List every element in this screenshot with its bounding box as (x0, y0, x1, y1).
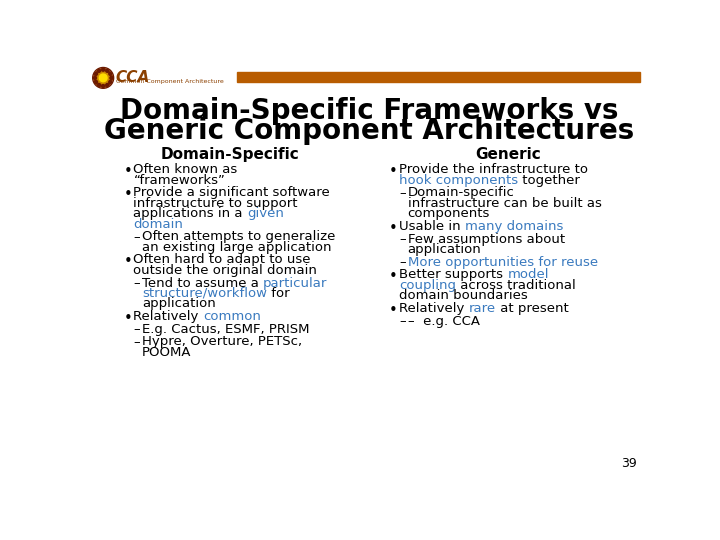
Text: “frameworks”: “frameworks” (133, 174, 225, 187)
Text: Often hard to adapt to use: Often hard to adapt to use (133, 253, 311, 266)
Text: rare: rare (469, 302, 496, 315)
Text: Tend to assume a: Tend to assume a (142, 276, 263, 289)
Text: Provide the infrastructure to: Provide the infrastructure to (399, 164, 588, 177)
Text: –: – (399, 233, 406, 246)
Circle shape (94, 69, 112, 87)
Text: 39: 39 (621, 457, 637, 470)
Text: an existing large application: an existing large application (142, 241, 331, 254)
Text: components: components (408, 207, 490, 220)
Text: coupling: coupling (399, 279, 456, 292)
Text: applications in a: applications in a (133, 207, 247, 220)
Text: Domain-specific: Domain-specific (408, 186, 515, 199)
Circle shape (99, 74, 107, 82)
Text: –: – (399, 187, 406, 200)
Text: domain boundaries: domain boundaries (399, 289, 528, 302)
Text: Few assumptions about: Few assumptions about (408, 233, 565, 246)
Text: outside the original domain: outside the original domain (133, 264, 318, 277)
Text: Relatively: Relatively (399, 302, 469, 315)
Text: Domain-Specific Frameworks vs: Domain-Specific Frameworks vs (120, 97, 618, 125)
Text: given: given (247, 207, 284, 220)
Text: infrastructure can be built as: infrastructure can be built as (408, 197, 602, 210)
Text: •: • (123, 254, 132, 269)
Text: together: together (518, 174, 580, 187)
Circle shape (109, 80, 112, 83)
Text: More opportunities for reuse: More opportunities for reuse (408, 256, 598, 269)
Circle shape (106, 84, 109, 86)
Bar (238, 72, 640, 82)
Text: Often known as: Often known as (133, 164, 238, 177)
Text: –: – (133, 323, 140, 336)
Text: Better supports: Better supports (399, 268, 508, 281)
Text: at present: at present (496, 302, 569, 315)
Text: Relatively: Relatively (133, 310, 203, 323)
Circle shape (95, 72, 97, 75)
Text: common: common (203, 310, 261, 323)
Circle shape (98, 70, 101, 72)
Text: –: – (133, 231, 140, 244)
Circle shape (106, 70, 109, 72)
Text: many domains: many domains (465, 220, 564, 233)
Text: for: for (267, 287, 289, 300)
Circle shape (109, 72, 112, 75)
Text: structure/workflow: structure/workflow (142, 287, 267, 300)
Text: –  e.g. CCA: – e.g. CCA (408, 315, 480, 328)
Text: •: • (389, 164, 398, 179)
Text: •: • (389, 221, 398, 236)
Text: particular: particular (263, 276, 328, 289)
Circle shape (94, 77, 96, 79)
Circle shape (110, 77, 113, 79)
Text: •: • (123, 187, 132, 202)
Text: –: – (133, 278, 140, 291)
Text: POOMA: POOMA (142, 346, 192, 359)
Text: Usable in: Usable in (399, 220, 465, 233)
Text: application: application (142, 298, 216, 310)
Circle shape (95, 80, 97, 83)
Text: application: application (408, 243, 482, 256)
Text: Common Component Architecture: Common Component Architecture (116, 79, 223, 84)
Text: Generic Component Architectures: Generic Component Architectures (104, 117, 634, 145)
Text: model: model (508, 268, 549, 281)
Text: CCA: CCA (116, 70, 150, 85)
Text: •: • (123, 311, 132, 326)
Text: Domain-Specific: Domain-Specific (160, 147, 299, 162)
Text: •: • (389, 303, 398, 318)
Circle shape (98, 84, 101, 86)
Bar (90, 65, 648, 91)
Text: –: – (133, 336, 140, 349)
Text: across traditional: across traditional (456, 279, 576, 292)
Text: Often attempts to generalize: Often attempts to generalize (142, 231, 336, 244)
Text: domain: domain (133, 218, 184, 231)
Text: Generic: Generic (476, 147, 541, 162)
Circle shape (97, 72, 109, 84)
Text: –: – (399, 315, 406, 328)
Text: •: • (123, 164, 132, 179)
Circle shape (102, 69, 104, 71)
Text: Hypre, Overture, PETSc,: Hypre, Overture, PETSc, (142, 335, 302, 348)
Text: Provide a significant software: Provide a significant software (133, 186, 330, 199)
Text: infrastructure to support: infrastructure to support (133, 197, 298, 210)
Text: •: • (389, 269, 398, 284)
Text: –: – (399, 256, 406, 269)
Text: hook components: hook components (399, 174, 518, 187)
Circle shape (102, 85, 104, 87)
Text: E.g. Cactus, ESMF, PRISM: E.g. Cactus, ESMF, PRISM (142, 323, 310, 336)
